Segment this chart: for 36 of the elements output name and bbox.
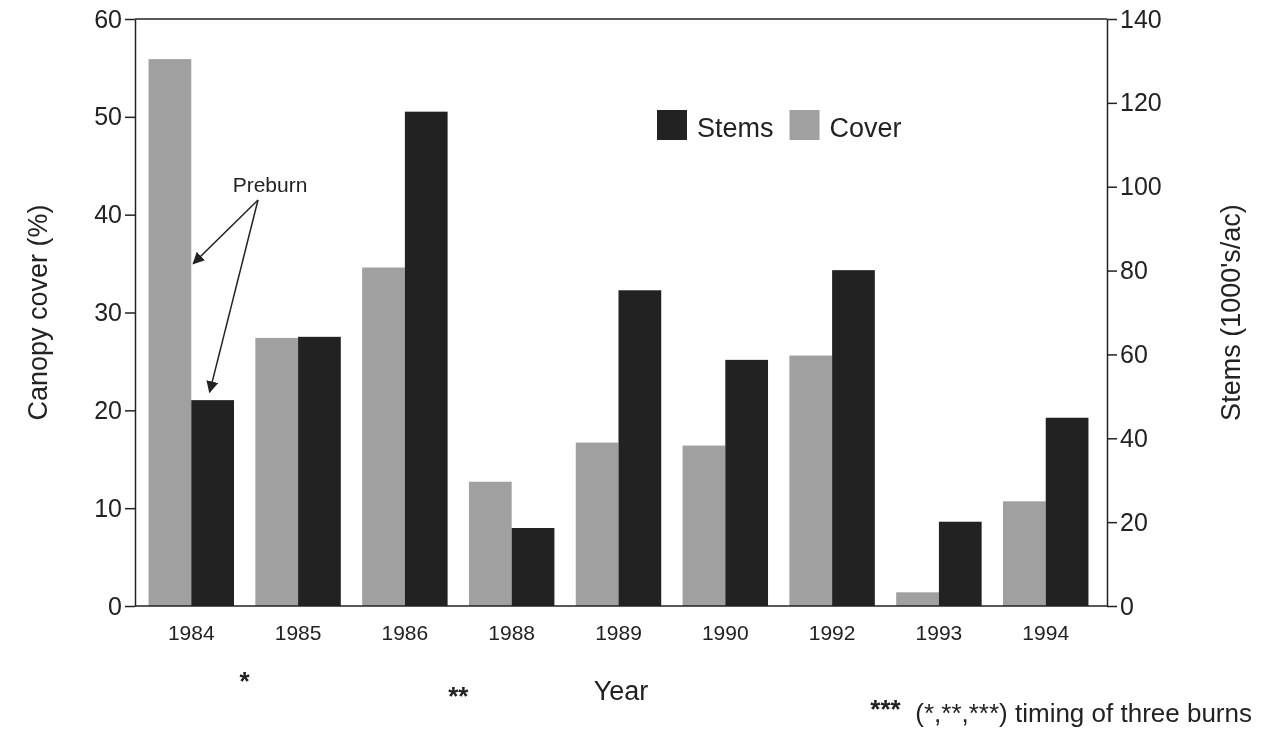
bar: [896, 592, 939, 606]
y2-tick-label: 100: [1120, 172, 1162, 201]
y2-tick-label: 40: [1120, 423, 1148, 452]
y-tick-label: 40: [94, 200, 122, 229]
x-tick-label: 1989: [595, 621, 642, 644]
y2-tick-label: 20: [1120, 507, 1148, 536]
y-tick-label: 30: [94, 298, 122, 326]
y-tick-label: 50: [94, 102, 122, 131]
x-tick-label: 1988: [488, 621, 536, 644]
x-tick-label: 1984: [167, 621, 215, 644]
y-axis-title: Canopy cover (%): [23, 204, 53, 421]
x-tick-label: 1992: [808, 621, 856, 644]
y-tick-label: 0: [108, 591, 122, 620]
text: (*,**,***) timing of three burns: [915, 698, 1252, 728]
text: *: [239, 666, 251, 696]
text: ***: [870, 694, 902, 724]
y2-tick-label: 140: [1120, 4, 1162, 33]
y-tick-label: 60: [94, 4, 122, 33]
x-tick-label: 1986: [381, 621, 429, 644]
y2-tick-label: 80: [1120, 256, 1148, 285]
y2-axis-title: Stems (1000's/ac): [1216, 204, 1246, 421]
y2-tick-label: 60: [1120, 339, 1148, 368]
x-tick-label: 1985: [274, 621, 322, 644]
legend-label: Stems: [697, 113, 774, 143]
y-tick-label: 20: [94, 395, 122, 424]
x-tick-label: 1993: [915, 621, 963, 644]
text: **: [448, 681, 470, 711]
x-tick-label: 1994: [1022, 621, 1070, 644]
y-tick-label: 10: [94, 493, 122, 522]
x-tick-label: 1990: [701, 621, 749, 644]
bar: [148, 59, 192, 606]
y2-tick-label: 0: [1120, 591, 1134, 620]
x-axis-title: Year: [593, 676, 649, 706]
annotation: Preburn: [232, 173, 308, 196]
y2-tick-label: 120: [1120, 88, 1162, 117]
legend-label: Cover: [829, 113, 902, 143]
